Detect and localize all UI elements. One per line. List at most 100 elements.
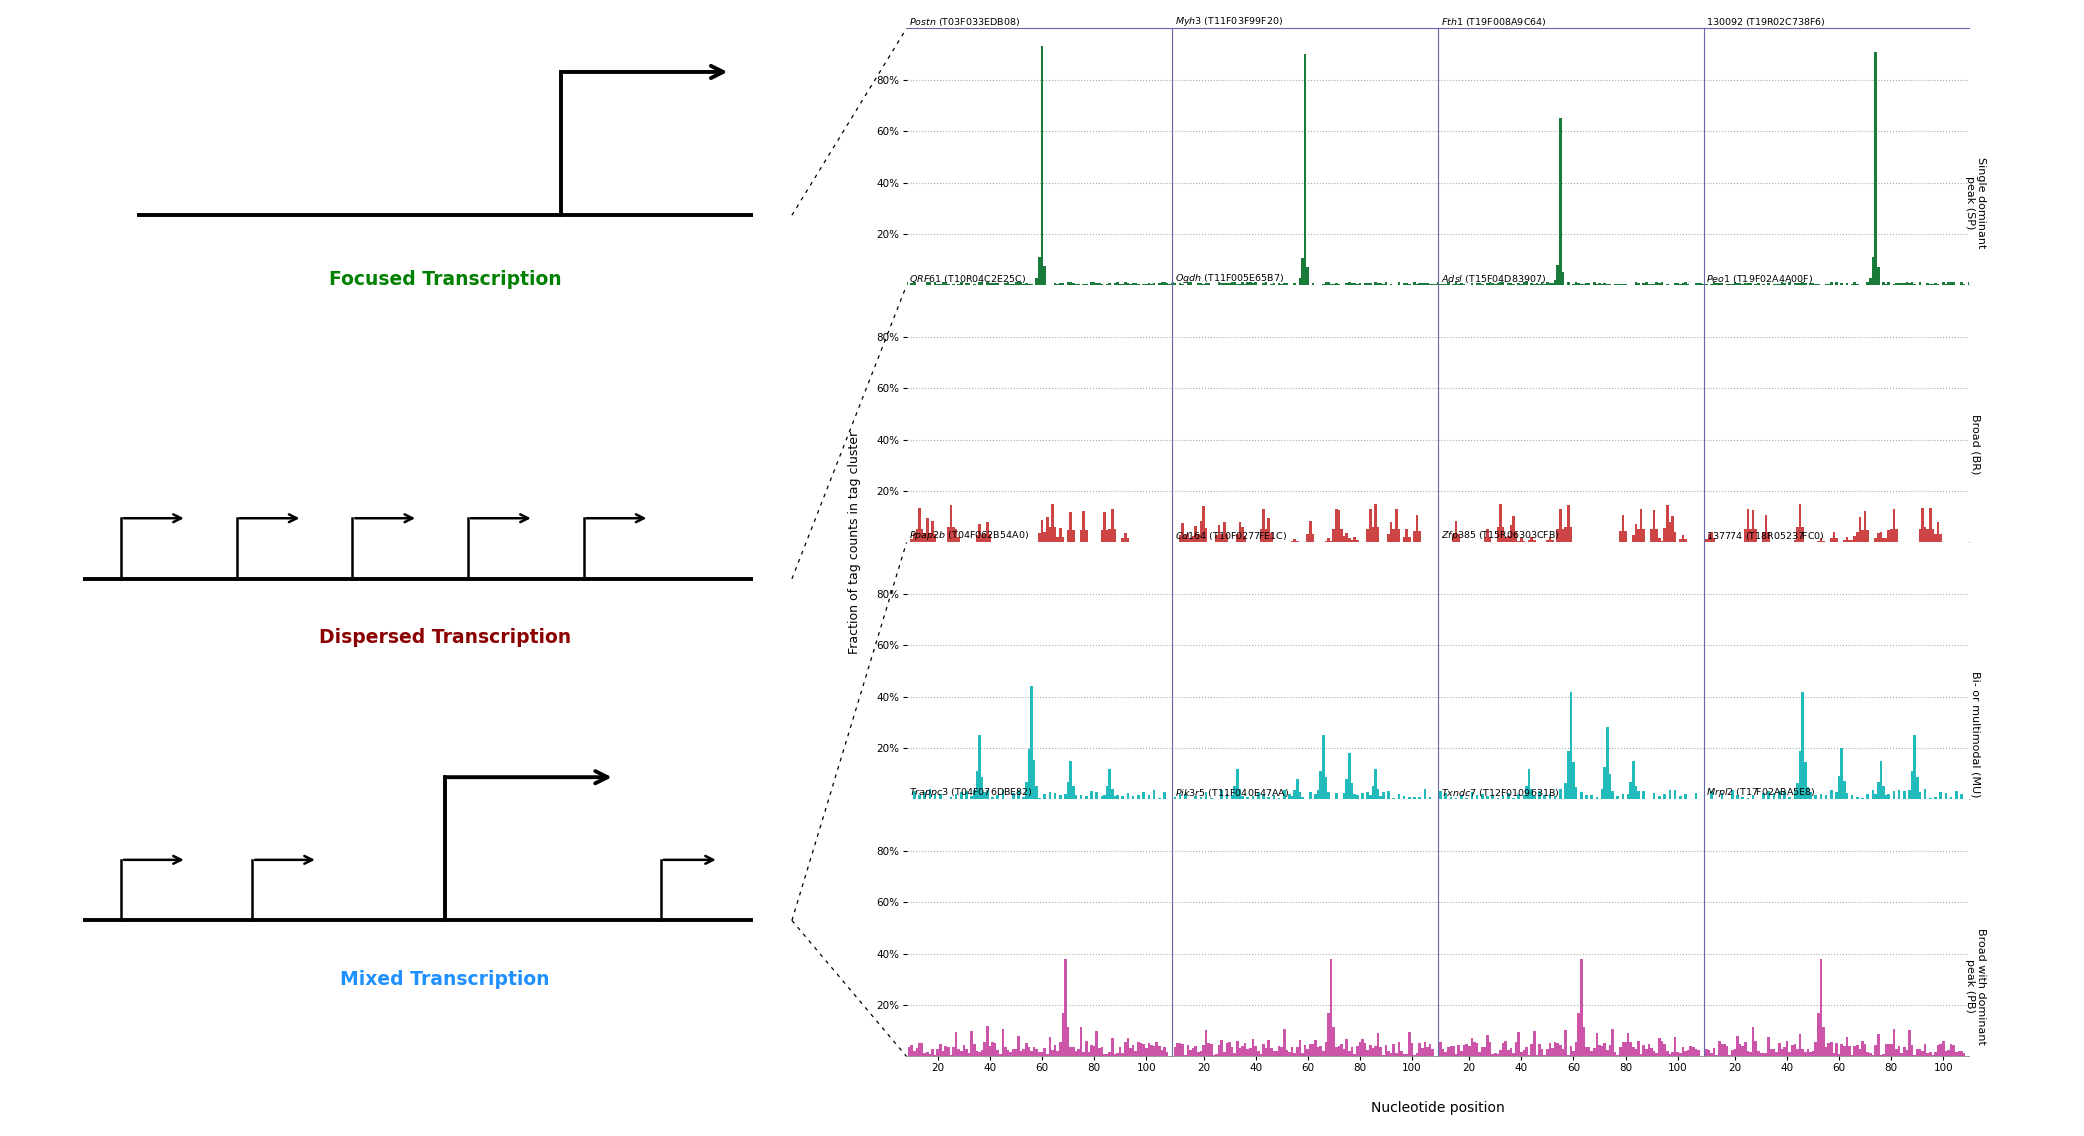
- Bar: [1665, 506, 1669, 543]
- Bar: [1192, 1047, 1194, 1056]
- Bar: [1632, 761, 1634, 800]
- Text: $\it{Ogdh}$ (T11F005E65B7): $\it{Ogdh}$ (T11F005E65B7): [1175, 273, 1284, 285]
- Bar: [1242, 795, 1244, 800]
- Bar: [1878, 533, 1880, 543]
- Bar: [1280, 1047, 1284, 1056]
- Bar: [1867, 282, 1869, 285]
- Bar: [1163, 283, 1165, 285]
- Bar: [1869, 1053, 1871, 1056]
- Bar: [1392, 1044, 1394, 1056]
- Bar: [1390, 284, 1392, 285]
- Bar: [1623, 284, 1628, 285]
- Bar: [1598, 283, 1601, 285]
- Bar: [984, 1042, 986, 1056]
- Bar: [909, 1047, 911, 1056]
- Bar: [940, 284, 942, 285]
- Bar: [1298, 792, 1300, 800]
- Text: Mixed Transcription: Mixed Transcription: [340, 970, 550, 989]
- Bar: [1936, 284, 1940, 285]
- Bar: [1357, 284, 1359, 285]
- Bar: [1067, 282, 1069, 285]
- Bar: [1930, 509, 1932, 543]
- Bar: [1853, 282, 1857, 285]
- Bar: [1348, 1051, 1350, 1056]
- Bar: [1776, 284, 1778, 285]
- Bar: [1884, 795, 1888, 800]
- Bar: [1888, 794, 1890, 800]
- Bar: [1002, 1029, 1004, 1056]
- Bar: [1963, 1053, 1965, 1056]
- Bar: [1367, 283, 1369, 285]
- Bar: [1440, 284, 1442, 285]
- Bar: [1186, 283, 1190, 285]
- Bar: [1075, 284, 1077, 285]
- Bar: [1419, 796, 1421, 800]
- Bar: [1425, 283, 1430, 285]
- Bar: [1582, 284, 1586, 285]
- Bar: [1598, 1045, 1601, 1056]
- Bar: [1152, 283, 1155, 285]
- Bar: [1207, 283, 1211, 285]
- Bar: [996, 795, 998, 800]
- Bar: [1576, 786, 1578, 800]
- Bar: [1138, 795, 1140, 800]
- Bar: [1113, 283, 1117, 285]
- Bar: [1926, 283, 1930, 285]
- Text: $\it{Postn}$ (T03F033EDB08): $\it{Postn}$ (T03F033EDB08): [909, 16, 1021, 28]
- Bar: [1734, 282, 1736, 285]
- Bar: [1373, 1046, 1378, 1056]
- Bar: [1184, 535, 1186, 543]
- Bar: [929, 1054, 932, 1056]
- Bar: [1732, 1050, 1734, 1056]
- Bar: [1123, 1042, 1127, 1056]
- Bar: [1888, 1044, 1890, 1056]
- Bar: [1390, 521, 1392, 543]
- Bar: [1444, 1052, 1446, 1056]
- Bar: [1711, 284, 1713, 285]
- Bar: [1934, 534, 1936, 543]
- Bar: [1246, 1049, 1248, 1056]
- Bar: [1159, 1046, 1161, 1056]
- Bar: [1798, 504, 1801, 543]
- Bar: [1840, 747, 1842, 800]
- Bar: [1471, 793, 1473, 800]
- Bar: [1009, 1052, 1013, 1056]
- Bar: [1142, 792, 1144, 800]
- Bar: [913, 282, 915, 285]
- Bar: [1353, 1054, 1357, 1056]
- Bar: [1478, 1052, 1482, 1056]
- Bar: [1038, 1052, 1040, 1056]
- Bar: [1569, 692, 1571, 800]
- Bar: [1328, 537, 1330, 543]
- Bar: [1503, 282, 1505, 285]
- Bar: [1227, 1042, 1232, 1056]
- Bar: [1548, 1043, 1550, 1056]
- Text: Broad with dominant
peak (PB): Broad with dominant peak (PB): [1965, 928, 1986, 1045]
- Text: $\it{Trappc3}$ (T04F076DBE82): $\it{Trappc3}$ (T04F076DBE82): [909, 786, 1034, 800]
- Bar: [1661, 1042, 1663, 1056]
- Bar: [1080, 529, 1082, 543]
- Bar: [1023, 797, 1025, 800]
- Bar: [1113, 795, 1117, 800]
- Text: $\it{Ppap2b}$ (T04F062B54A0): $\it{Ppap2b}$ (T04F062B54A0): [909, 529, 1029, 543]
- Bar: [913, 533, 915, 543]
- Bar: [1415, 1053, 1419, 1056]
- Bar: [1328, 282, 1330, 285]
- Bar: [1263, 1044, 1265, 1056]
- Bar: [1107, 1054, 1109, 1056]
- Bar: [1398, 794, 1400, 800]
- Bar: [1090, 791, 1092, 800]
- Bar: [1027, 749, 1029, 800]
- Bar: [1169, 284, 1171, 285]
- Bar: [1648, 1044, 1651, 1056]
- Bar: [1332, 529, 1336, 543]
- Bar: [1582, 1027, 1586, 1056]
- Bar: [1523, 282, 1525, 285]
- Bar: [1673, 1037, 1676, 1056]
- Bar: [1859, 517, 1861, 543]
- Bar: [1888, 282, 1890, 285]
- Bar: [929, 790, 932, 800]
- Bar: [1127, 1038, 1130, 1056]
- Bar: [1701, 282, 1703, 285]
- Bar: [1784, 1046, 1786, 1056]
